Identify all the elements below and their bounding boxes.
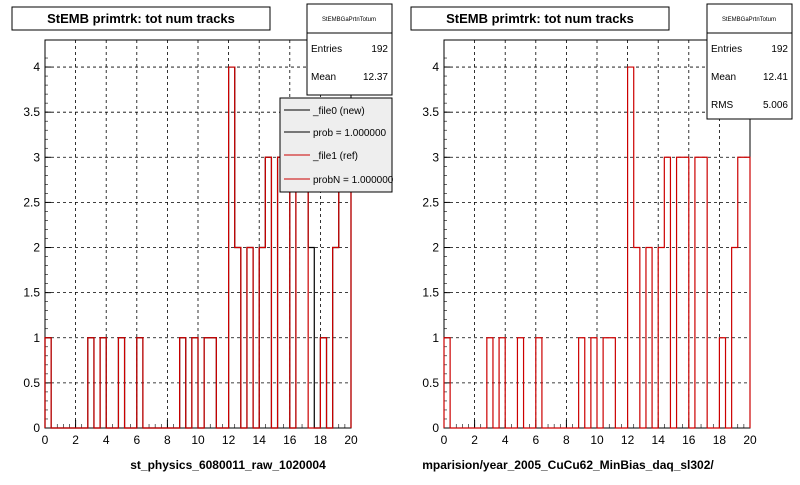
right-stats-title: StEMBGaPrtnTotum: [722, 17, 776, 23]
left-histogram-panel: StEMB primtrk: tot num tracks 0 0.5 1 1.5 2 2…: [11, 3, 394, 472]
left-stats-box: StEMBGaPrtnTotum Entries 192 Mean 12.37: [306, 3, 393, 96]
right-x-tick-label-6: 12: [621, 433, 635, 447]
left-stats-mean-label: Mean: [311, 72, 336, 83]
left-y-tick-label-5: 2.5: [23, 195, 40, 209]
right-stats-entries-value: 192: [771, 44, 788, 55]
left-y-tick-label-2: 1: [33, 331, 40, 345]
right-x-tick-label-9: 18: [713, 433, 727, 447]
left-stats-entries-value: 192: [371, 44, 388, 55]
left-y-tick-label-7: 3.5: [23, 105, 40, 119]
right-y-tick-label-7: 3.5: [422, 105, 439, 119]
left-y-tick-label-6: 3: [33, 150, 40, 164]
right-x-tick-label-1: 2: [471, 433, 478, 447]
right-x-tick-label-2: 4: [502, 433, 509, 447]
left-x-tick-label-8: 16: [283, 433, 297, 447]
left-x-tick-label-5: 10: [191, 433, 205, 447]
right-stats-entries-label: Entries: [711, 44, 742, 55]
right-y-tick-label-5: 2.5: [422, 195, 439, 209]
right-x-tick-label-8: 16: [682, 433, 696, 447]
left-title: StEMB primtrk: tot num tracks: [47, 11, 235, 26]
left-stats-mean-value: 12.37: [363, 72, 388, 83]
left-x-tick-label-0: 0: [42, 433, 49, 447]
right-stats-rms-label: RMS: [711, 100, 734, 111]
left-stats-entries-label: Entries: [311, 44, 342, 55]
legend-label-file0: _file0 (new): [312, 106, 365, 117]
left-y-tick-label-0: 0: [33, 421, 40, 435]
right-y-tick-label-2: 1: [432, 331, 439, 345]
left-x-tick-label-4: 8: [164, 433, 171, 447]
left-x-tick-label-2: 4: [103, 433, 110, 447]
left-x-tick-label-9: 18: [314, 433, 328, 447]
left-y-tick-label-1: 0.5: [23, 376, 40, 390]
right-x-tick-label-10: 20: [743, 433, 757, 447]
left-x-tick-label-1: 2: [72, 433, 79, 447]
right-title-box: [410, 6, 670, 31]
right-stats-frame: [706, 3, 793, 120]
left-legend-frame: [279, 97, 393, 193]
right-x-axis-title: mparision/year_2005_CuCu62_MinBias_daq_s…: [422, 458, 714, 472]
left-x-tick-label-10: 20: [344, 433, 358, 447]
right-stats-box: StEMBGaPrtnTotum Entries 192 Mean 12.41 …: [706, 3, 793, 120]
legend-label-file1: _file1 (ref): [312, 151, 358, 162]
left-x-tick-label-6: 12: [222, 433, 236, 447]
left-stats-title: StEMBGaPrtnTotum: [322, 17, 376, 23]
left-y-tick-label-3: 1.5: [23, 286, 40, 300]
right-y-tick-label-1: 0.5: [422, 376, 439, 390]
legend-label-prob: prob = 1.000000: [313, 128, 387, 139]
right-x-tick-label-5: 10: [590, 433, 604, 447]
right-x-tick-label-4: 8: [563, 433, 570, 447]
right-x-tick-label-7: 14: [652, 433, 666, 447]
right-y-tick-label-6: 3: [432, 150, 439, 164]
right-y-tick-label-0: 0: [432, 421, 439, 435]
right-y-tick-label-3: 1.5: [422, 286, 439, 300]
right-title: StEMB primtrk: tot num tracks: [446, 11, 634, 26]
right-plot-area: 0 0.5 1 1.5 2 2.5 3 3.5 4 0 2 4 6 8 10 12 14 16 18 20: [422, 39, 757, 447]
right-stats-mean-label: Mean: [711, 72, 736, 83]
right-x-tick-label-0: 0: [441, 433, 448, 447]
right-series--file1-ref-: [443, 66, 751, 429]
left-x-tick-label-3: 6: [133, 433, 140, 447]
right-histogram-panel: StEMB primtrk: tot num tracks 0 0.5 1 1.5 2 2…: [410, 3, 793, 472]
right-y-tick-label-8: 4: [432, 60, 439, 74]
left-y-tick-label-8: 4: [33, 60, 40, 74]
left-x-axis-title: st_physics_6080011_raw_1020004: [130, 458, 326, 472]
right-stats-mean-value: 12.41: [763, 72, 788, 83]
left-legend: _file0 (new) prob = 1.000000 _file1 (ref…: [279, 97, 394, 193]
left-stats-frame: [306, 3, 393, 96]
legend-label-probn: probN = 1.000000: [313, 175, 394, 186]
left-y-tick-label-4: 2: [33, 241, 40, 255]
left-title-box: [11, 6, 271, 31]
right-y-tick-label-4: 2: [432, 241, 439, 255]
right-x-tick-label-3: 6: [532, 433, 539, 447]
left-x-tick-label-7: 14: [253, 433, 267, 447]
right-stats-rms-value: 5.006: [763, 100, 788, 111]
